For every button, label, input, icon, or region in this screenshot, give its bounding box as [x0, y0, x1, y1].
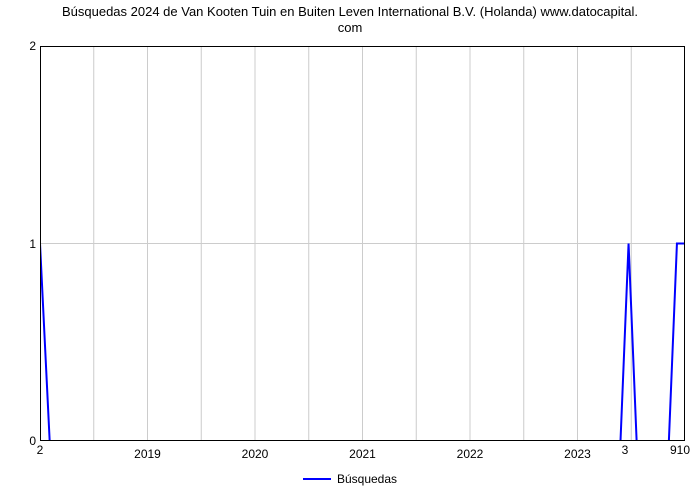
legend-swatch — [303, 478, 331, 480]
title-line-2: com — [338, 20, 363, 35]
chart-container: Búsquedas 2024 de Van Kooten Tuin en Bui… — [0, 0, 700, 500]
y-tick-label: 2 — [12, 39, 36, 53]
extra-bottom-label: 3 — [605, 443, 645, 457]
x-tick-label: 2020 — [225, 447, 285, 461]
extra-bottom-label: 910 — [660, 443, 700, 457]
extra-bottom-label: 2 — [20, 443, 60, 457]
legend-label: Búsquedas — [337, 472, 397, 486]
plot-area — [40, 46, 685, 441]
legend: Búsquedas — [0, 469, 700, 486]
chart-title: Búsquedas 2024 de Van Kooten Tuin en Bui… — [0, 4, 700, 35]
y-tick-label: 1 — [12, 237, 36, 251]
x-tick-label: 2023 — [548, 447, 608, 461]
x-tick-label: 2021 — [333, 447, 393, 461]
x-tick-label: 2019 — [118, 447, 178, 461]
legend-item: Búsquedas — [303, 472, 397, 486]
x-tick-label: 2022 — [440, 447, 500, 461]
title-line-1: Búsquedas 2024 de Van Kooten Tuin en Bui… — [62, 4, 638, 19]
